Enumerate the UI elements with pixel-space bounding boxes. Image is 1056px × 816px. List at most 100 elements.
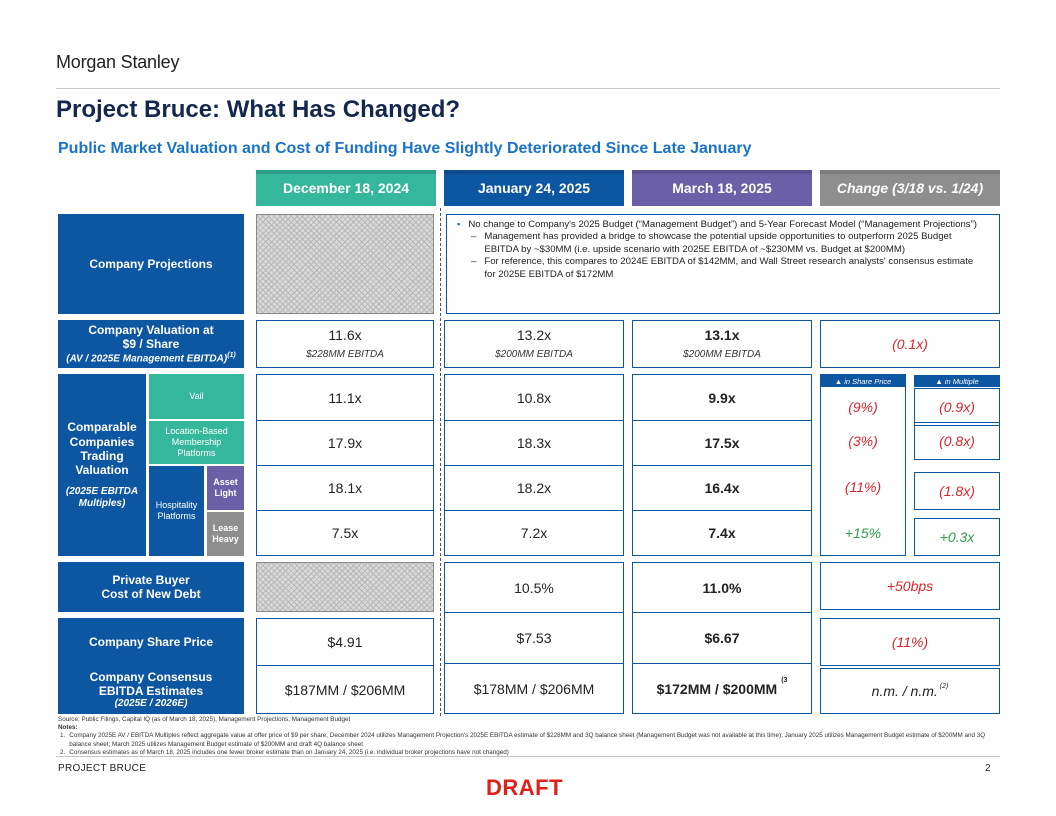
- jan-consensus: $178MM / $206MM: [473, 680, 595, 697]
- row-label-consensus-line1: Company Consensus: [89, 669, 213, 684]
- draft-stamp: DRAFT: [486, 775, 564, 800]
- pill-share-price-change: ▲ in Share Price: [820, 375, 906, 387]
- row-label-comps-subtitle: (2025E EBITDA Multiples): [65, 485, 139, 509]
- dash-icon: –: [471, 231, 477, 243]
- footer-project-name: PROJECT BRUCE: [58, 763, 147, 774]
- footnote-1-number: 1.: [60, 732, 66, 740]
- row-label-valuation: Company Valuation at $9 / Share (AV / 20…: [58, 320, 244, 368]
- row-label-valuation-line1: Company Valuation at: [88, 322, 214, 337]
- comp-subgroup-lease-heavy-label: Lease Heavy: [212, 522, 239, 544]
- comp-group-vail: Vail: [149, 374, 244, 419]
- row-label-valuation-line3: (AV / 2025E Management EBITDA): [66, 353, 228, 365]
- change-share-price-asset-light: (11%): [844, 479, 882, 495]
- mar-valuation: 13.1x $200MM EBITDA: [632, 320, 812, 368]
- comp-group-hospitality: Hospitality Platforms: [149, 466, 204, 556]
- change-cost-of-debt: +50bps: [820, 562, 1000, 610]
- mar-comp-vail: 9.9x: [633, 375, 811, 421]
- row-label-share-price-consensus: Company Share Price Company Consensus EB…: [58, 618, 244, 714]
- projections-bullet: No change to Company's 2025 Budget (“Man…: [468, 219, 977, 230]
- dec-comp-asset-light: 18.1x: [257, 466, 433, 511]
- jan-comp-location-based: 18.3x: [445, 421, 623, 466]
- bullet-icon: •: [457, 219, 461, 230]
- page-number: 2: [985, 763, 991, 774]
- row-label-projections-text: Company Projections: [89, 256, 213, 271]
- row-label-valuation-line2: $9 / Share: [122, 337, 180, 352]
- change-share-price-vail: (9%): [848, 399, 878, 415]
- footnotes: Source: Public Filings, Capital IQ (as o…: [58, 716, 1002, 757]
- mar-comp-location-based: 17.5x: [633, 421, 811, 466]
- jan-comp-lease-heavy: 7.2x: [520, 525, 548, 541]
- change-consensus: n.m. / n.m. (2): [820, 668, 1000, 714]
- page-subtitle: Public Market Valuation and Cost of Fund…: [58, 140, 752, 157]
- comp-group-vail-label: Vail: [189, 390, 204, 401]
- column-header-jan-label: January 24, 2025: [477, 180, 591, 196]
- dec-projections-hatched: [256, 214, 434, 314]
- jan-comps-stack: 10.8x 18.3x 18.2x 7.2x: [444, 374, 624, 556]
- row-label-comps: Comparable Companies Trading Valuation (…: [58, 374, 146, 556]
- mar-consensus-footnote-ref: (3: [781, 677, 788, 684]
- projections-commentary: • No change to Company's 2025 Budget (“Ma…: [446, 214, 1000, 314]
- mar-lower-stack: 11.0% $6.67 $172MM / $200MM (3: [632, 562, 812, 714]
- jan-valuation-multiple: 13.2x: [516, 327, 552, 343]
- row-label-projections: Company Projections: [58, 214, 244, 314]
- jan-valuation-ebitda: $200MM EBITDA: [495, 348, 573, 360]
- dec-comp-lease-heavy: 7.5x: [331, 525, 359, 541]
- mar-consensus-value: $172MM / $200MM: [656, 680, 778, 697]
- comp-group-location-based: Location-Based Membership Platforms: [149, 421, 244, 464]
- projections-subbullet-2: For reference, this compares to 2024E EB…: [484, 256, 974, 280]
- morgan-stanley-logo: Morgan Stanley: [56, 52, 180, 72]
- change-valuation: (0.1x): [820, 320, 1000, 368]
- dec-price-stack: $4.91 $187MM / $206MM: [256, 618, 434, 714]
- dec-comps-stack: 11.1x 17.9x 18.1x 7.5x: [256, 374, 434, 556]
- mar-valuation-multiple: 13.1x: [704, 327, 740, 343]
- footnote-heading: Notes:: [58, 724, 78, 732]
- row-label-cost-of-debt-line1: Private Buyer: [112, 572, 190, 587]
- comp-group-location-based-label: Location-Based Membership Platforms: [165, 425, 228, 459]
- change-multiple-vail: (0.9x): [914, 388, 1000, 426]
- comp-subgroup-lease-heavy: Lease Heavy: [207, 512, 244, 556]
- column-header-mar-label: March 18, 2025: [672, 180, 772, 196]
- change-share-price-location-based: (3%): [848, 433, 878, 449]
- change-multiple-asset-light: (1.8x): [914, 472, 1000, 510]
- row-label-consensus-line3: (2025E / 2026E): [114, 698, 188, 710]
- mar-consensus: $172MM / $200MM (3: [633, 664, 811, 713]
- column-header-dec-label: December 18, 2024: [282, 180, 410, 196]
- jan-share-price: $7.53: [445, 613, 623, 664]
- change-share-price-lease-heavy: +15%: [844, 525, 882, 541]
- row-label-consensus-line2: EBITDA Estimates: [98, 684, 204, 698]
- header-divider: [56, 88, 1000, 89]
- change-consensus-value: n.m. / n.m.: [871, 683, 938, 699]
- footnote-1: Company 2025E AV / EBITDA Multiples refl…: [69, 732, 986, 748]
- change-consensus-footnote-ref: (2): [939, 682, 949, 690]
- mar-cost-of-debt: 11.0%: [633, 563, 811, 613]
- mar-comps-stack: 9.9x 17.5x 16.4x 7.4x: [632, 374, 812, 556]
- pill-multiple-change: ▲ in Multiple: [914, 375, 1000, 387]
- column-header-jan: January 24, 2025: [444, 170, 624, 206]
- column-header-dec: December 18, 2024: [256, 170, 436, 206]
- row-label-cost-of-debt-line2: Cost of New Debt: [101, 587, 201, 601]
- jan-comp-asset-light: 18.2x: [445, 466, 623, 511]
- change-share-price: (11%): [820, 618, 1000, 666]
- column-header-change: Change (3/18 vs. 1/24): [820, 170, 1000, 206]
- row-label-comps-title: Comparable Companies Trading Valuation: [67, 420, 137, 478]
- dec-comp-location-based: 17.9x: [257, 421, 433, 466]
- change-multiple-location-based: (0.8x): [914, 422, 1000, 460]
- row-label-cost-of-debt: Private Buyer Cost of New Debt: [58, 562, 244, 612]
- mar-valuation-ebitda: $200MM EBITDA: [683, 348, 761, 360]
- comp-subgroup-asset-light-label: Asset Light: [213, 476, 238, 498]
- jan-comp-vail: 10.8x: [445, 375, 623, 421]
- column-header-mar: March 18, 2025: [632, 170, 812, 206]
- valuation-footnote-ref: (1): [227, 351, 236, 359]
- footer-divider: [56, 756, 1000, 757]
- footnote-2-number: 2.: [60, 748, 66, 756]
- dashed-divider: [440, 208, 441, 716]
- footnote-source: Source: Public Filings, Capital IQ (as o…: [58, 716, 351, 723]
- row-label-share-price: Company Share Price: [88, 634, 214, 649]
- page-title: Project Bruce: What Has Changed?: [56, 96, 461, 123]
- dec-valuation-ebitda: $228MM EBITDA: [306, 348, 384, 360]
- dec-share-price: $4.91: [257, 619, 433, 666]
- jan-valuation: 13.2x $200MM EBITDA: [444, 320, 624, 368]
- dec-valuation: 11.6x $228MM EBITDA: [256, 320, 434, 368]
- dec-cost-of-debt-hatched: [256, 562, 434, 612]
- change-multiple-lease-heavy: +0.3x: [914, 518, 1000, 556]
